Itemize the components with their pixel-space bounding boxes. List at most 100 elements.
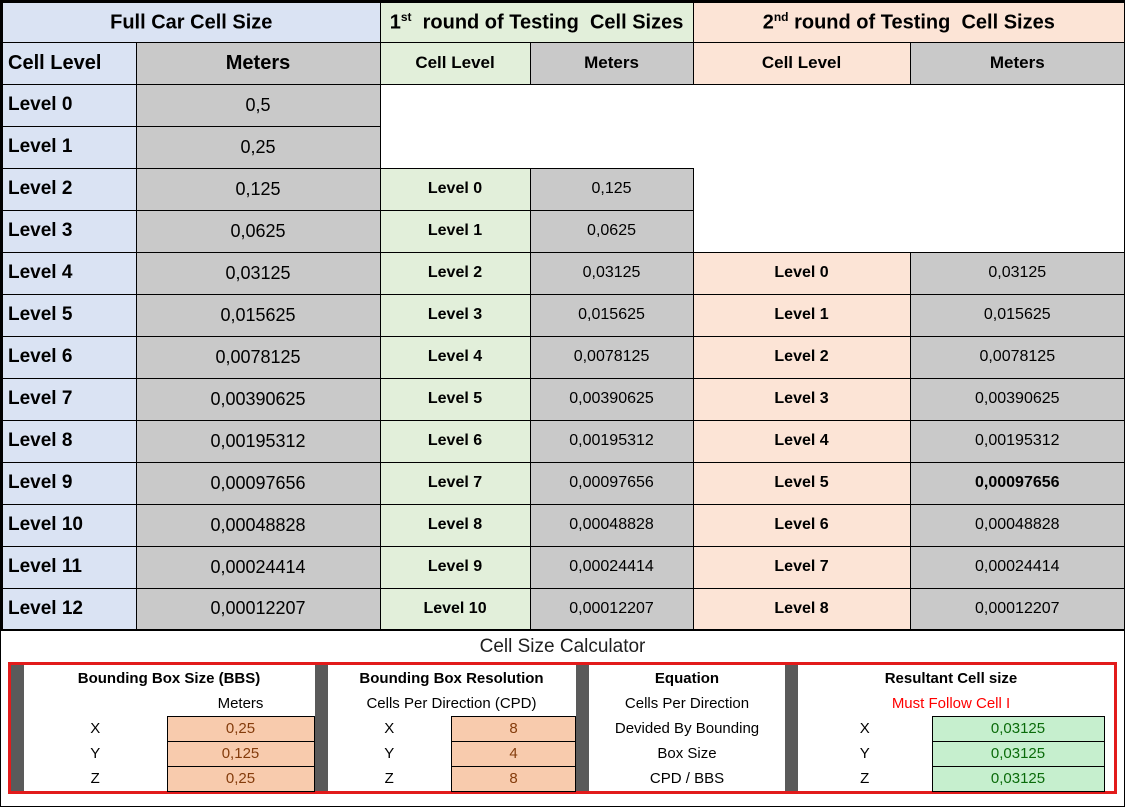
table-row: Level 9 0,00097656 Level 7 0,00097656 Level … xyxy=(1,461,1124,505)
cell-level[interactable]: Level 5 xyxy=(379,377,531,421)
cell-level[interactable]: Level 12 xyxy=(1,587,137,631)
cell-meters[interactable]: 0,00097656 xyxy=(529,461,694,505)
cell-level[interactable]: Level 7 xyxy=(692,545,911,589)
cell-meters[interactable]: 0,03125 xyxy=(529,251,694,295)
cell-meters[interactable]: 0,0078125 xyxy=(909,335,1124,379)
cell-meters[interactable] xyxy=(910,210,1124,252)
cell-level[interactable]: Level 0 xyxy=(1,83,137,127)
cell-level[interactable]: Level 2 xyxy=(692,335,911,379)
cell-meters[interactable] xyxy=(530,84,694,126)
resolution-input-cell[interactable]: 8 xyxy=(451,765,576,792)
resolution-input-cell[interactable]: 8 xyxy=(451,715,576,742)
resultant-value-cell[interactable]: 0,03125 xyxy=(931,740,1105,767)
cell-level[interactable]: Level 4 xyxy=(1,251,137,295)
cell-level[interactable]: Level 2 xyxy=(379,251,531,295)
cell-level[interactable]: Level 5 xyxy=(692,461,911,505)
cell-meters[interactable]: 0,5 xyxy=(135,83,381,127)
cell-meters[interactable]: 0,00048828 xyxy=(909,503,1124,547)
bbs-input-cell[interactable]: 0,25 xyxy=(166,765,315,792)
cell-meters[interactable]: 0,00012207 xyxy=(135,587,381,631)
cell-level[interactable]: Level 6 xyxy=(379,419,531,463)
cell-level[interactable]: Level 5 xyxy=(1,293,137,337)
cell-level[interactable]: Level 7 xyxy=(1,377,137,421)
cell-meters[interactable]: 0,00097656 xyxy=(909,461,1124,505)
cell-meters[interactable]: 0,03125 xyxy=(909,251,1124,295)
cell-meters[interactable]: 0,0625 xyxy=(529,209,694,253)
cell-meters[interactable]: 0,25 xyxy=(135,125,381,169)
cell-level[interactable]: Level 0 xyxy=(379,167,531,211)
column-header-fullcar-meters: Meters xyxy=(135,41,381,85)
cell-meters[interactable]: 0,00195312 xyxy=(529,419,694,463)
cell-level[interactable]: Level 8 xyxy=(379,503,531,547)
cell-level[interactable]: Level 3 xyxy=(692,377,911,421)
cell-level[interactable]: Level 9 xyxy=(379,545,531,589)
resultant-value-cell[interactable]: 0,03125 xyxy=(931,715,1105,742)
cell-level[interactable]: Level 9 xyxy=(1,461,137,505)
bbs-input-cell[interactable]: 0,25 xyxy=(166,715,315,742)
section-titles-row: Full Car Cell Size 1st round of Testing … xyxy=(1,1,1124,43)
calculator-row: Y 0,03125 xyxy=(798,740,1105,767)
cell-meters[interactable] xyxy=(910,168,1124,210)
cell-level[interactable]: Level 10 xyxy=(1,503,137,547)
column-header-round2-cell-level: Cell Level xyxy=(692,41,911,85)
table-row: Level 12 0,00012207 Level 10 0,00012207 Leve… xyxy=(1,587,1124,631)
separator-bar xyxy=(785,665,798,791)
cell-level[interactable]: Level 8 xyxy=(692,587,911,631)
cell-meters[interactable]: 0,0625 xyxy=(135,209,381,253)
cell-meters[interactable]: 0,00024414 xyxy=(529,545,694,589)
resultant-value-cell[interactable]: 0,03125 xyxy=(931,765,1105,792)
resolution-input-cell[interactable]: 4 xyxy=(451,740,576,767)
cell-meters[interactable]: 0,00390625 xyxy=(135,377,381,421)
cell-meters[interactable]: 0,015625 xyxy=(909,293,1124,337)
cell-meters[interactable]: 0,0078125 xyxy=(529,335,694,379)
cell-level[interactable]: Level 6 xyxy=(692,503,911,547)
bbs-input-cell[interactable]: 0,125 xyxy=(166,740,315,767)
cell-level[interactable]: Level 1 xyxy=(692,293,911,337)
cell-level[interactable]: Level 1 xyxy=(379,209,531,253)
axis-label: X xyxy=(90,720,101,737)
cell-meters[interactable]: 0,00195312 xyxy=(135,419,381,463)
cell-meters[interactable]: 0,125 xyxy=(529,167,694,211)
cell-meters[interactable]: 0,00390625 xyxy=(529,377,694,421)
cell-level[interactable]: Level 4 xyxy=(379,335,531,379)
cell-level[interactable] xyxy=(380,84,531,126)
cell-level[interactable]: Level 0 xyxy=(692,251,911,295)
cell-meters[interactable]: 0,00012207 xyxy=(529,587,694,631)
axis-label: X xyxy=(859,720,870,737)
cell-level[interactable]: Level 11 xyxy=(1,545,137,589)
cell-meters[interactable]: 0,015625 xyxy=(529,293,694,337)
cell-level[interactable]: Level 8 xyxy=(1,419,137,463)
cell-meters[interactable]: 0,00012207 xyxy=(909,587,1124,631)
cell-level[interactable]: Level 10 xyxy=(379,587,531,631)
cell-level[interactable] xyxy=(693,126,911,168)
cell-meters[interactable]: 0,00390625 xyxy=(909,377,1124,421)
cell-level[interactable]: Level 4 xyxy=(692,419,911,463)
cell-meters[interactable] xyxy=(910,84,1124,126)
cell-meters[interactable]: 0,00097656 xyxy=(135,461,381,505)
cell-meters[interactable] xyxy=(530,126,694,168)
cell-meters[interactable]: 0,00048828 xyxy=(529,503,694,547)
cell-level[interactable]: Level 6 xyxy=(1,335,137,379)
cell-meters[interactable]: 0,125 xyxy=(135,167,381,211)
cell-level[interactable] xyxy=(693,84,911,126)
cell-meters[interactable]: 0,015625 xyxy=(135,293,381,337)
cell-meters[interactable]: 0,00195312 xyxy=(909,419,1124,463)
cell-meters[interactable] xyxy=(910,126,1124,168)
cell-meters[interactable]: 0,00048828 xyxy=(135,503,381,547)
axis-label: Z xyxy=(860,770,870,787)
cell-meters[interactable]: 0,03125 xyxy=(135,251,381,295)
cell-meters[interactable]: 0,00024414 xyxy=(135,545,381,589)
cell-level[interactable]: Level 1 xyxy=(1,125,137,169)
cell-level[interactable] xyxy=(693,168,911,210)
cell-meters[interactable]: 0,0078125 xyxy=(135,335,381,379)
cell-level[interactable]: Level 7 xyxy=(379,461,531,505)
cell-meters[interactable]: 0,00024414 xyxy=(909,545,1124,589)
cell-level[interactable] xyxy=(380,126,531,168)
cell-level[interactable]: Level 3 xyxy=(379,293,531,337)
cell-level[interactable]: Level 3 xyxy=(1,209,137,253)
cell-level[interactable] xyxy=(693,210,911,252)
resultant-title: Resultant Cell size xyxy=(884,670,1018,687)
cell-level[interactable]: Level 2 xyxy=(1,167,137,211)
